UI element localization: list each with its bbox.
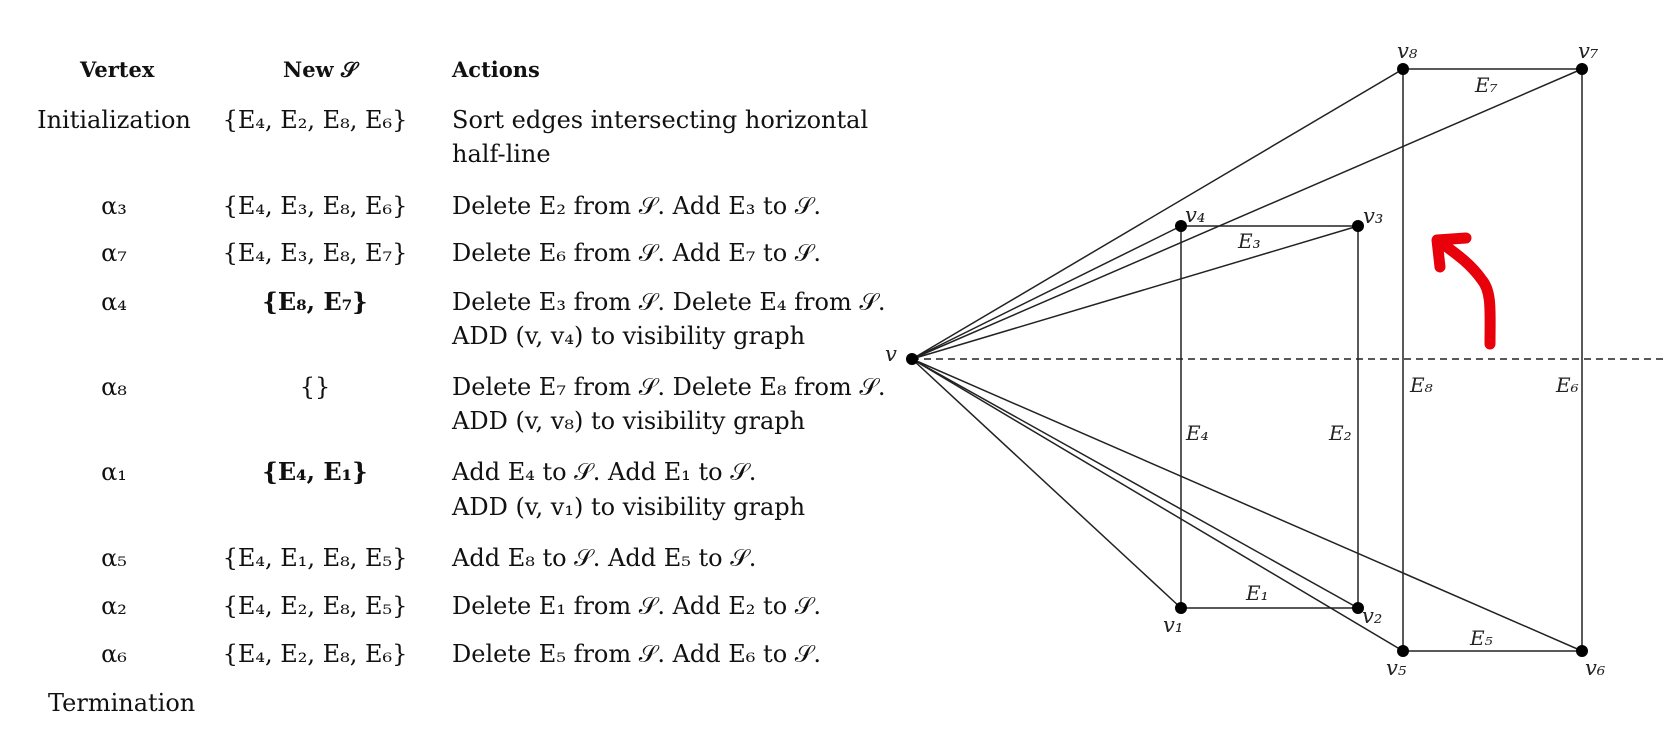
row-action: Delete E₇ from 𝒮. Delete E₈ from 𝒮. xyxy=(452,373,886,401)
row-action-cont: half-line xyxy=(452,140,551,168)
row-vertex: α₁ xyxy=(101,458,127,486)
label-E2: E₂ xyxy=(1328,421,1352,445)
label-v2: v₂ xyxy=(1362,604,1382,628)
row-vertex: α₄ xyxy=(101,288,127,316)
row-action: Delete E₆ from 𝒮. Add E₇ to 𝒮. xyxy=(452,239,821,267)
label-v5: v₅ xyxy=(1386,656,1407,680)
ray-v-v8 xyxy=(911,68,1404,360)
row-action: Delete E₁ from 𝒮. Add E₂ to 𝒮. xyxy=(452,592,821,620)
header-vertex: Vertex xyxy=(80,57,155,82)
label-E1: E₁ xyxy=(1245,581,1269,605)
vertex-v xyxy=(906,353,918,365)
row-vertex: α₆ xyxy=(101,640,127,668)
row-set: {} xyxy=(299,373,331,401)
label-v4: v₄ xyxy=(1185,203,1205,227)
row-action: Add E₈ to 𝒮. Add E₅ to 𝒮. xyxy=(452,544,757,572)
row-set: {E₄, E₃, E₈, E₆} xyxy=(222,192,408,220)
row-vertex-termination: Termination xyxy=(48,689,196,717)
row-action-cont: ADD (v, v₈) to visibility graph xyxy=(452,407,806,435)
sweep-direction-arrow-icon xyxy=(1431,232,1496,350)
row-set: {E₄, E₃, E₈, E₇} xyxy=(222,239,408,267)
obstacle-edges xyxy=(1180,68,1583,652)
row-set: {E₄, E₁, E₈, E₅} xyxy=(222,544,408,572)
vertex-v5 xyxy=(1397,645,1409,657)
row-action: Delete E₅ from 𝒮. Add E₆ to 𝒮. xyxy=(452,640,821,668)
row-vertex: α₈ xyxy=(101,373,127,401)
header-new-set: New 𝒮 xyxy=(283,57,358,82)
ray-v-v2 xyxy=(911,358,1359,609)
sweep-rays xyxy=(911,68,1583,652)
vertex-v3 xyxy=(1352,220,1364,232)
row-action: Add E₄ to 𝒮. Add E₁ to 𝒮. xyxy=(452,458,757,486)
row-set: {E₄, E₁} xyxy=(262,457,368,486)
row-action: Delete E₂ from 𝒮. Add E₃ to 𝒮. xyxy=(452,192,821,220)
header-actions: Actions xyxy=(452,57,540,82)
label-v: v xyxy=(885,342,897,366)
label-E8: E₈ xyxy=(1409,373,1433,397)
row-vertex: α₂ xyxy=(101,592,127,620)
ray-v-v4 xyxy=(911,225,1182,360)
row-action-cont: ADD (v, v₄) to visibility graph xyxy=(452,322,806,350)
row-vertex: Initialization xyxy=(37,106,191,134)
ray-v-v3 xyxy=(911,225,1359,360)
row-action: Sort edges intersecting horizontal xyxy=(452,106,869,134)
ray-v-v6 xyxy=(911,358,1583,652)
label-E4: E₄ xyxy=(1185,421,1209,445)
label-v1: v₁ xyxy=(1163,613,1183,637)
label-v7: v₇ xyxy=(1578,39,1599,63)
vertex-v1 xyxy=(1175,602,1187,614)
vertex-v2 xyxy=(1352,602,1364,614)
ray-v-v7 xyxy=(911,68,1583,360)
sweep-table: Vertex New 𝒮 Actions Initialization {E₄,… xyxy=(37,57,885,717)
label-v3: v₃ xyxy=(1363,204,1383,228)
label-E7: E₇ xyxy=(1474,73,1498,97)
vertex-v6 xyxy=(1576,645,1588,657)
row-set: {E₄, E₂, E₈, E₆} xyxy=(222,106,408,134)
row-vertex: α₃ xyxy=(101,192,127,220)
row-vertex: α₇ xyxy=(101,239,127,267)
label-E5: E₅ xyxy=(1469,626,1493,650)
row-set: {E₄, E₂, E₈, E₆} xyxy=(222,640,408,668)
row-set: {E₄, E₂, E₈, E₅} xyxy=(222,592,408,620)
vertex-v4 xyxy=(1175,220,1187,232)
vertices xyxy=(906,63,1588,657)
label-v8: v₈ xyxy=(1397,39,1418,63)
ray-v-v1 xyxy=(911,358,1182,609)
vertex-v8 xyxy=(1397,63,1409,75)
vertex-v7 xyxy=(1576,63,1588,75)
label-E6: E₆ xyxy=(1555,373,1579,397)
ray-v-v5 xyxy=(911,358,1404,652)
row-vertex: α₅ xyxy=(101,544,127,572)
row-set: {E₈, E₇} xyxy=(262,287,368,316)
row-action: Delete E₃ from 𝒮. Delete E₄ from 𝒮. xyxy=(452,288,886,316)
label-v6: v₆ xyxy=(1585,656,1606,680)
row-action-cont: ADD (v, v₁) to visibility graph xyxy=(452,493,806,521)
label-E3: E₃ xyxy=(1237,229,1261,253)
